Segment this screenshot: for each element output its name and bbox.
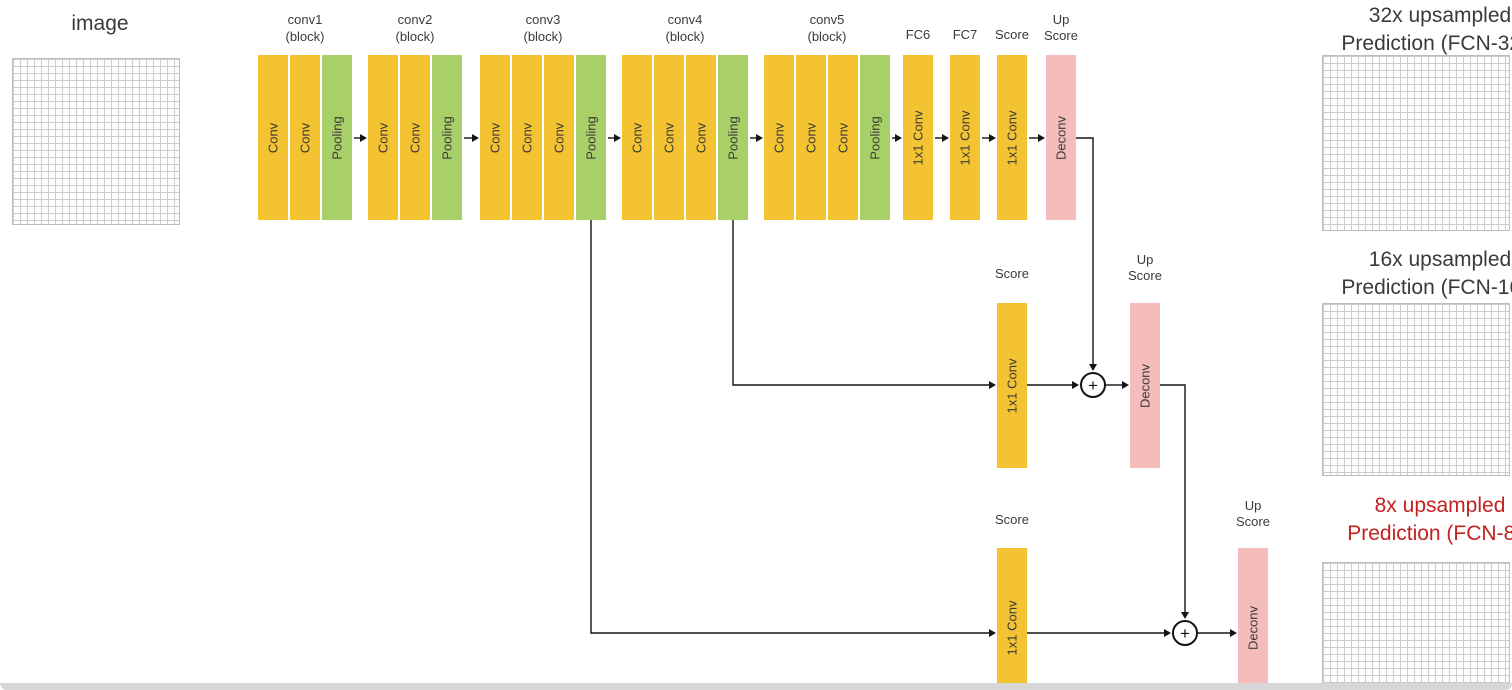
arrow-fc7-to-score [982,134,996,142]
plus-icon: + [1088,375,1098,395]
upscore32-deconv-layer: Deconv [1046,55,1076,220]
conv3-conv-layer-1: Conv [480,55,510,220]
conv4-conv-layer-1: Conv [622,55,652,220]
skip-pool3-to-score8 [590,220,996,637]
conv2-pooling-layer: Pooling [432,55,462,220]
block-title-conv5: conv5 (block) [807,12,847,44]
conv5-conv-layer-2: Conv [796,55,826,220]
conv1-pooling-layer: Pooling [322,55,352,220]
plus-icon: + [1180,623,1190,643]
fcn8-output-label: 8x upsampled Prediction (FCN-8s) [1347,494,1512,545]
sum-node-fcn16: + [1080,372,1106,398]
wire-sum8-to-upscore8 [1198,629,1237,637]
score8-title: Score [995,512,1029,527]
score32-1x1-conv-layer: 1x1 Conv [997,55,1027,220]
block-title-conv4: conv4 (block) [665,12,705,44]
conv4-pooling-layer: Pooling [718,55,748,220]
skip-pool4-to-score16 [732,220,996,389]
head-title-fc7: FC7 [952,27,978,42]
score16-title: Score [995,266,1029,281]
wire-score8-to-sum8 [1027,629,1171,637]
arrow-conv4-to-conv5 [750,134,763,142]
conv2-conv-layer-2: Conv [400,55,430,220]
sum-node-fcn8: + [1172,620,1198,646]
fc7-1x1-conv-layer: 1x1 Conv [950,55,980,220]
fcn16-output-grid [1322,303,1510,476]
conv5-conv-layer-1: Conv [764,55,794,220]
head-title-upscore: Up Score [1044,12,1078,44]
arrow-conv2-to-conv3 [464,134,479,142]
arrow-score-to-upscore [1029,134,1045,142]
window-bottom-edge [0,683,1512,690]
block-title-conv1: conv1 (block) [285,12,325,44]
fcn32-output-grid [1322,55,1510,231]
block-title-conv3: conv3 (block) [523,12,563,44]
head-title-fc6: FC6 [905,27,931,42]
upscore16-deconv-layer: Deconv [1130,303,1160,468]
conv5-pooling-layer: Pooling [860,55,890,220]
input-image-grid [12,58,180,225]
score8-1x1-conv-layer: 1x1 Conv [997,548,1027,690]
score16-1x1-conv-layer: 1x1 Conv [997,303,1027,468]
upscore16-title: Up Score [1128,252,1162,284]
wire-upscore32-to-sum16 [1076,137,1097,371]
head-title-score: Score [995,27,1029,42]
conv3-conv-layer-3: Conv [544,55,574,220]
arrow-conv3-to-conv4 [608,134,621,142]
arrow-fc6-to-fc7 [935,134,949,142]
block-title-conv2: conv2 (block) [395,12,435,44]
input-image-label: image [71,12,129,35]
upscore8-deconv-layer: Deconv [1238,548,1268,690]
arrow-conv1-to-conv2 [354,134,367,142]
wire-score16-to-sum16 [1027,381,1079,389]
conv1-conv-layer-1: Conv [258,55,288,220]
arrow-conv5-to-fc6 [892,134,902,142]
conv2-conv-layer-1: Conv [368,55,398,220]
wire-sum16-to-upscore16 [1106,381,1129,389]
conv4-conv-layer-3: Conv [686,55,716,220]
conv5-conv-layer-3: Conv [828,55,858,220]
conv3-pooling-layer: Pooling [576,55,606,220]
conv1-conv-layer-2: Conv [290,55,320,220]
conv4-conv-layer-2: Conv [654,55,684,220]
conv3-conv-layer-2: Conv [512,55,542,220]
fc6-1x1-conv-layer: 1x1 Conv [903,55,933,220]
upscore8-title: Up Score [1236,498,1270,530]
fcn8-output-grid [1322,562,1510,689]
fcn16-output-label: 16x upsampled Prediction (FCN-16s) [1341,248,1512,299]
wire-upscore16-to-sum8 [1160,384,1189,619]
fcn32-output-label: 32x upsampled Prediction (FCN-32s) [1341,4,1512,55]
